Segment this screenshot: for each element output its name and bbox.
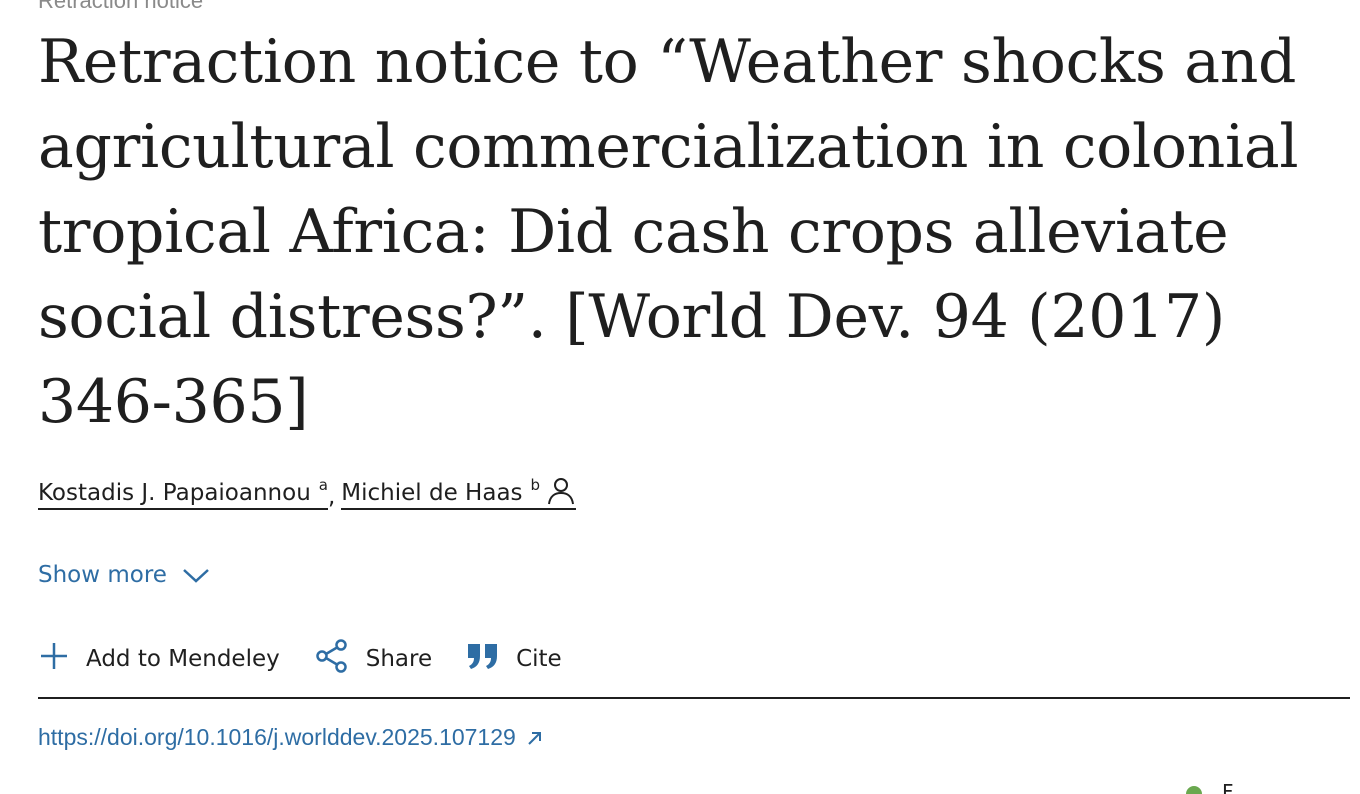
share-icon — [314, 638, 350, 680]
article-type-label: Retraction notice — [38, 0, 204, 13]
corner-fragment-text: F — [1222, 780, 1234, 794]
article-title: Retraction notice to “Weather shocks and… — [38, 27, 1299, 437]
article-actions-toolbar: Add to Mendeley Share Cite — [38, 638, 596, 680]
doi-link[interactable]: https://doi.org/10.1016/j.worlddev.2025.… — [38, 724, 544, 751]
chevron-down-icon — [183, 569, 209, 583]
share-label: Share — [365, 646, 433, 672]
cite-button[interactable]: Cite — [466, 641, 562, 677]
cite-label: Cite — [516, 646, 562, 672]
author-list: Kostadis J. Papaioannou a , Michiel de H… — [38, 476, 577, 510]
share-button[interactable]: Share — [314, 638, 432, 680]
author-separator: , — [327, 484, 336, 510]
author-name: Michiel de Haas — [341, 480, 523, 506]
status-dot — [1186, 786, 1202, 794]
external-link-icon — [528, 731, 541, 745]
affiliation-marker: a — [318, 476, 328, 494]
show-more-button[interactable]: Show more — [38, 562, 211, 588]
add-to-mendeley-label: Add to Mendeley — [86, 646, 280, 672]
plus-icon — [38, 640, 70, 678]
add-to-mendeley-button[interactable]: Add to Mendeley — [38, 640, 280, 678]
quote-icon — [466, 641, 500, 677]
author-name: Kostadis J. Papaioannou — [38, 480, 311, 506]
doi-url: https://doi.org/10.1016/j.worlddev.2025.… — [38, 724, 516, 750]
show-more-label: Show more — [38, 562, 167, 588]
person-icon — [546, 476, 576, 506]
section-divider — [38, 697, 1350, 699]
author-link-papaioannou[interactable]: Kostadis J. Papaioannou a — [38, 476, 328, 510]
author-link-de-haas[interactable]: Michiel de Haas b — [341, 476, 577, 510]
affiliation-marker: b — [530, 476, 541, 494]
